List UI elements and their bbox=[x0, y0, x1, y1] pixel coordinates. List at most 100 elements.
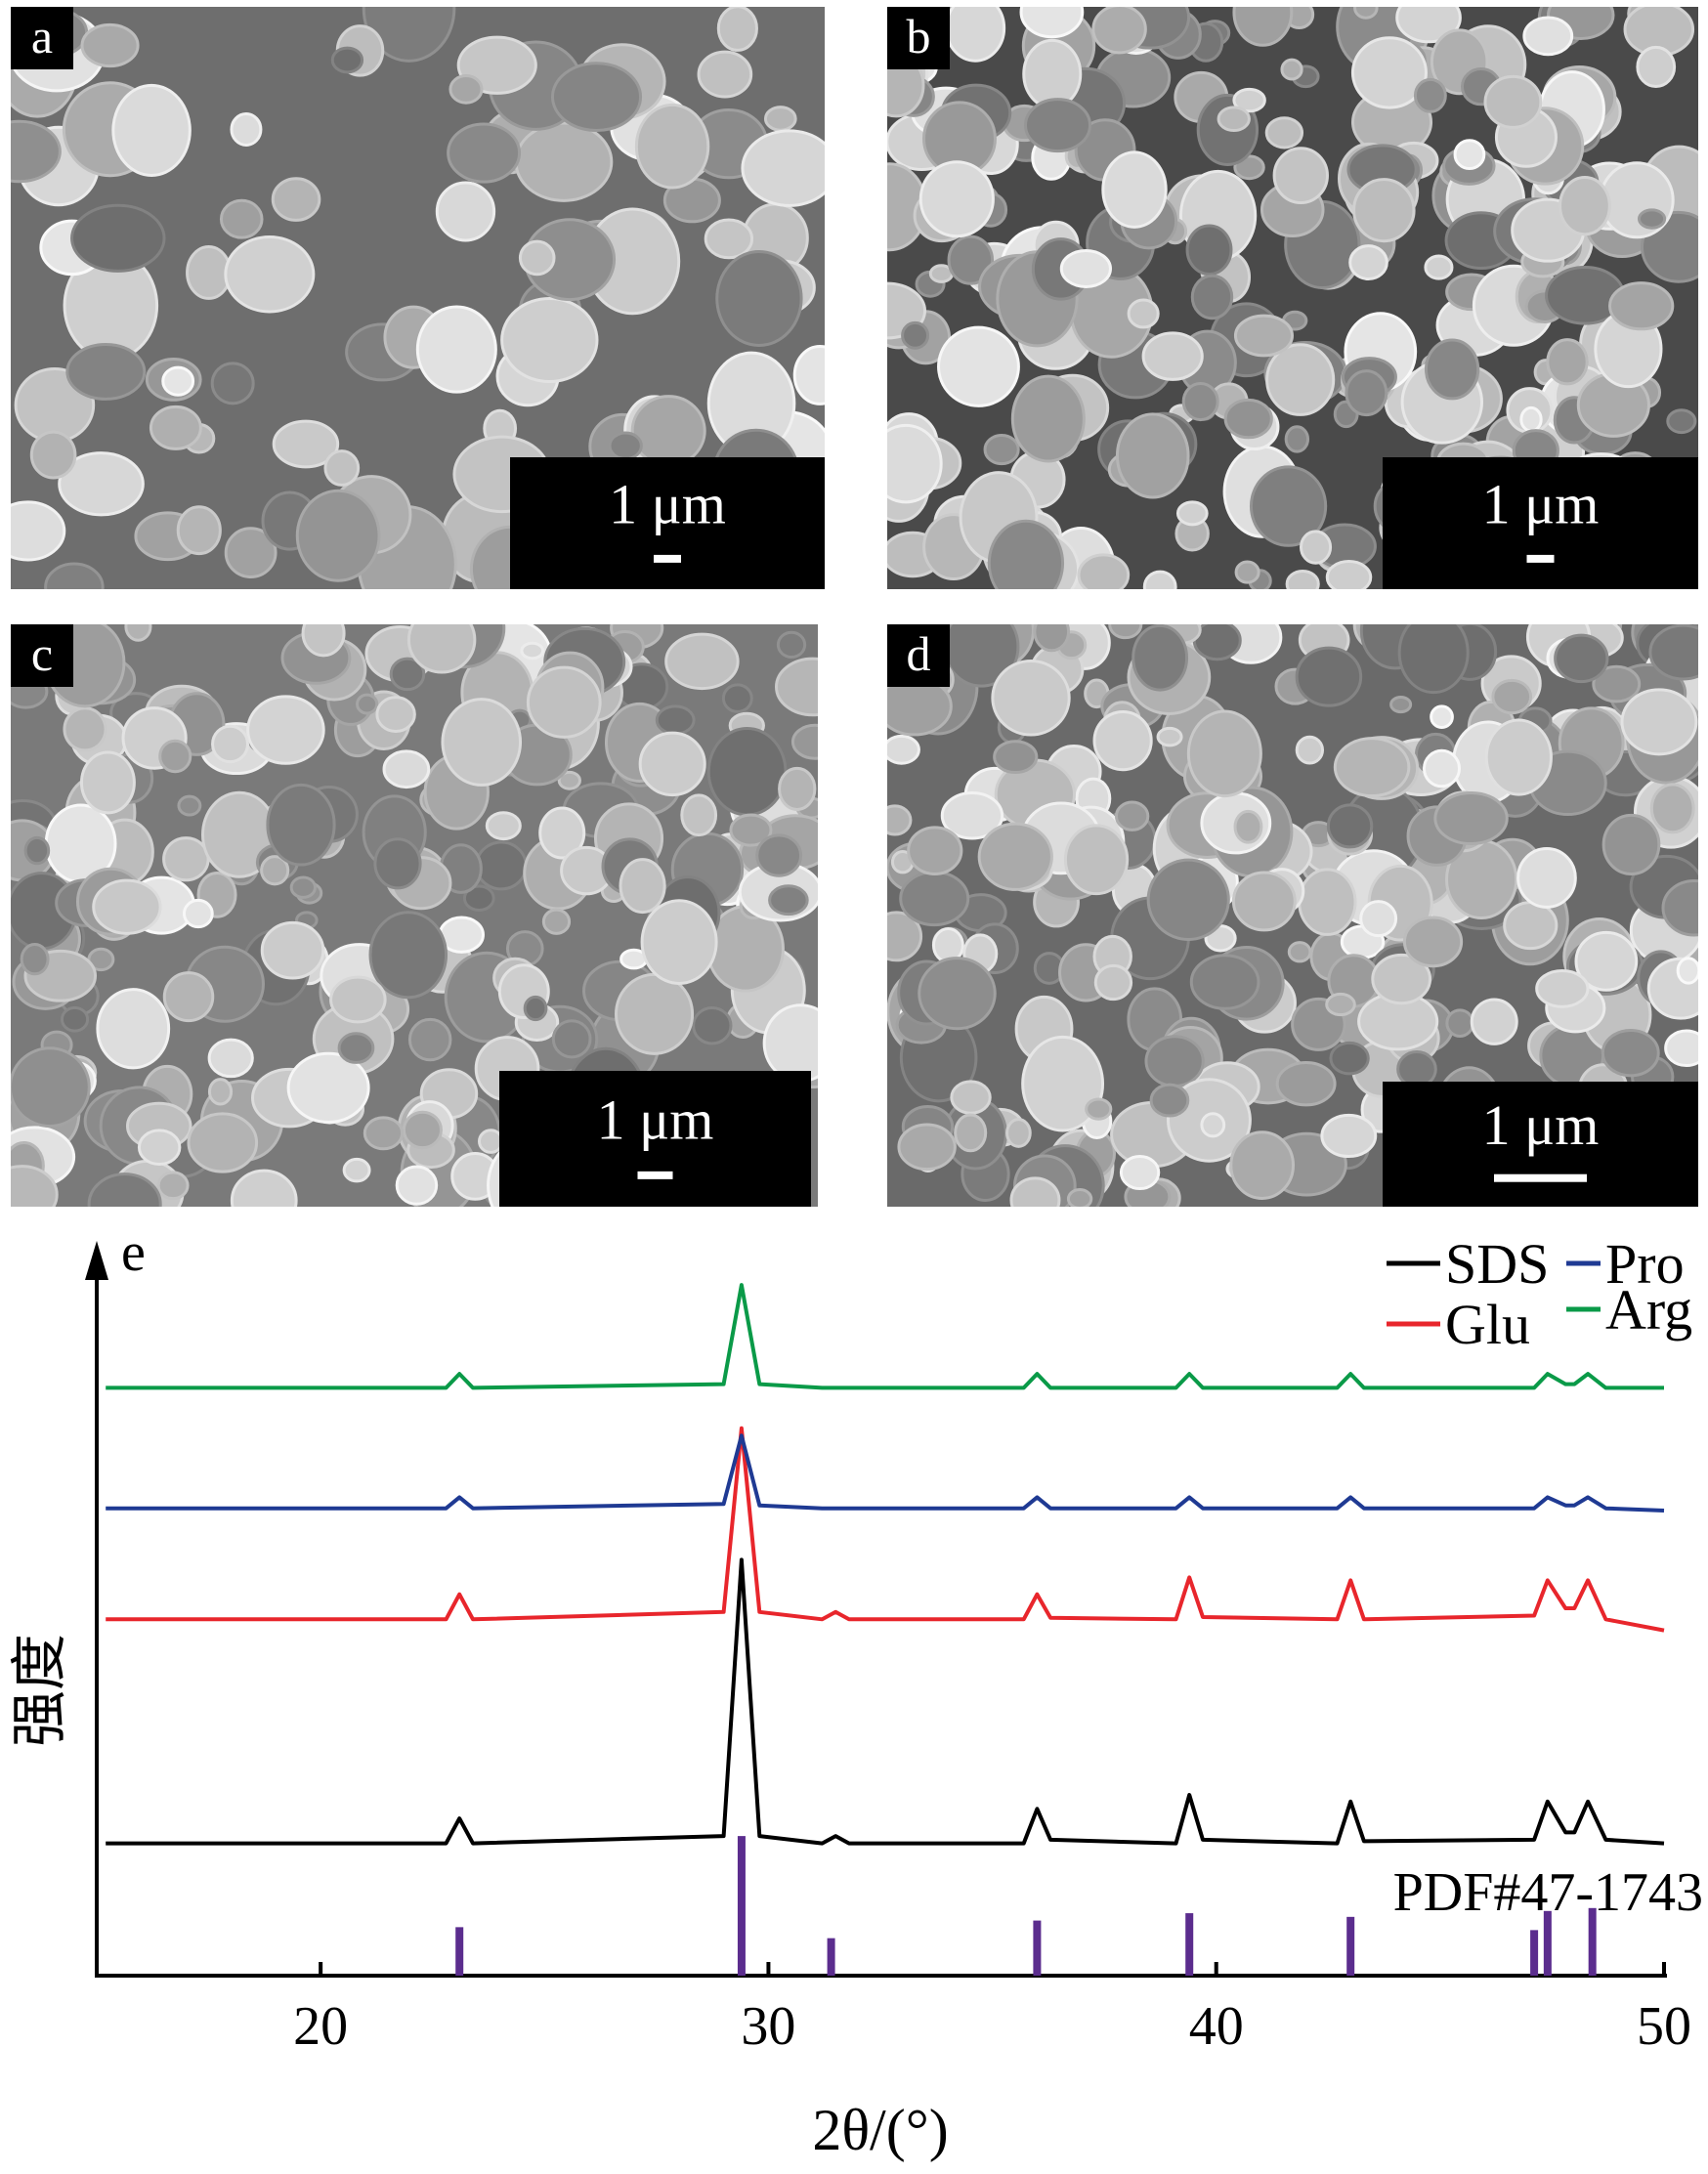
particle bbox=[260, 855, 290, 886]
particle bbox=[402, 1110, 443, 1150]
particle bbox=[137, 1129, 182, 1167]
scale-bar bbox=[1494, 1173, 1587, 1182]
particle bbox=[640, 899, 718, 985]
particle bbox=[1141, 331, 1204, 381]
particle bbox=[1144, 1035, 1205, 1087]
scale-bar bbox=[654, 554, 681, 563]
legend-label: Arg bbox=[1605, 1278, 1692, 1342]
reference-label: PDF#47-1743 bbox=[1393, 1862, 1703, 1923]
particle bbox=[977, 822, 1053, 891]
particle bbox=[1175, 500, 1209, 527]
particle bbox=[901, 320, 930, 350]
particle bbox=[373, 837, 422, 890]
scale-bar-label: 1 μm bbox=[1482, 1093, 1600, 1157]
particle bbox=[1186, 709, 1262, 798]
particle bbox=[1285, 569, 1320, 589]
panel-label-box bbox=[11, 624, 73, 687]
particle bbox=[1009, 1176, 1061, 1207]
panel-label: d bbox=[907, 626, 931, 681]
particle bbox=[680, 793, 718, 837]
particle bbox=[1091, 7, 1147, 55]
particle bbox=[526, 665, 602, 739]
particle bbox=[1636, 45, 1677, 88]
particle bbox=[295, 489, 381, 582]
particle bbox=[1275, 1060, 1337, 1107]
particle bbox=[945, 7, 1006, 63]
particle bbox=[954, 1113, 988, 1153]
particle bbox=[271, 177, 321, 222]
particle bbox=[11, 1046, 91, 1129]
particle bbox=[301, 624, 346, 658]
particle bbox=[407, 1017, 452, 1062]
particle bbox=[993, 740, 1039, 775]
particle bbox=[706, 727, 788, 817]
particle bbox=[186, 245, 233, 300]
particle bbox=[1329, 1041, 1370, 1076]
particle bbox=[156, 1171, 190, 1201]
particle bbox=[44, 562, 105, 589]
particle bbox=[1085, 1097, 1113, 1121]
particle bbox=[500, 296, 599, 384]
particle bbox=[1232, 7, 1294, 47]
particle bbox=[1264, 116, 1304, 149]
particle bbox=[1637, 208, 1667, 230]
panel-label: a bbox=[31, 9, 53, 64]
particle bbox=[1516, 847, 1577, 909]
particle bbox=[1019, 7, 1085, 39]
scale-bar-label: 1 μm bbox=[609, 473, 726, 536]
reference-stick bbox=[1543, 1910, 1552, 1976]
particle bbox=[219, 198, 264, 239]
reference-stick bbox=[1346, 1916, 1355, 1976]
particle bbox=[1280, 58, 1303, 81]
particle bbox=[1233, 314, 1294, 358]
particle bbox=[907, 826, 963, 875]
particle bbox=[80, 22, 140, 68]
particle bbox=[11, 1165, 59, 1207]
particle bbox=[778, 766, 817, 811]
particle bbox=[1353, 7, 1379, 20]
particle bbox=[1189, 954, 1260, 1010]
particle bbox=[96, 988, 171, 1070]
panel-label-box bbox=[887, 624, 950, 687]
particle bbox=[763, 106, 797, 132]
particle bbox=[1433, 790, 1509, 846]
particle bbox=[246, 695, 325, 765]
particle bbox=[655, 704, 696, 736]
particle bbox=[1320, 1113, 1378, 1159]
particle bbox=[918, 957, 997, 1031]
particle bbox=[775, 657, 818, 717]
particle bbox=[79, 750, 136, 815]
particle bbox=[210, 362, 255, 405]
particle bbox=[899, 870, 970, 927]
scale-bar bbox=[637, 1171, 673, 1179]
particle bbox=[520, 641, 545, 661]
particle bbox=[329, 975, 387, 1024]
particle bbox=[1325, 992, 1356, 1017]
particle bbox=[207, 1038, 254, 1079]
particle bbox=[70, 203, 166, 273]
particle bbox=[362, 7, 456, 63]
particle bbox=[330, 46, 364, 74]
legend-label: Pro bbox=[1605, 1232, 1685, 1296]
reference-stick bbox=[455, 1927, 464, 1976]
particle bbox=[1200, 1112, 1226, 1138]
panel-label: b bbox=[907, 9, 931, 64]
x-tick-label: 50 bbox=[1637, 1996, 1691, 2057]
particle bbox=[983, 434, 1020, 466]
scale-bar-box bbox=[1383, 457, 1698, 589]
x-axis-label: 2θ/(°) bbox=[812, 2098, 948, 2162]
particle bbox=[406, 624, 477, 674]
particle bbox=[1021, 1035, 1105, 1132]
x-tick-label: 20 bbox=[293, 1996, 348, 2057]
particle bbox=[887, 804, 913, 836]
particle bbox=[1024, 98, 1092, 153]
particle bbox=[1352, 178, 1416, 243]
particle bbox=[918, 160, 995, 238]
scale-bar bbox=[1526, 554, 1555, 563]
particle bbox=[1022, 38, 1083, 109]
particle bbox=[1108, 624, 1143, 640]
particle bbox=[158, 739, 192, 774]
particle bbox=[20, 943, 50, 976]
panel-label: c bbox=[31, 626, 53, 681]
particle bbox=[1287, 941, 1312, 963]
